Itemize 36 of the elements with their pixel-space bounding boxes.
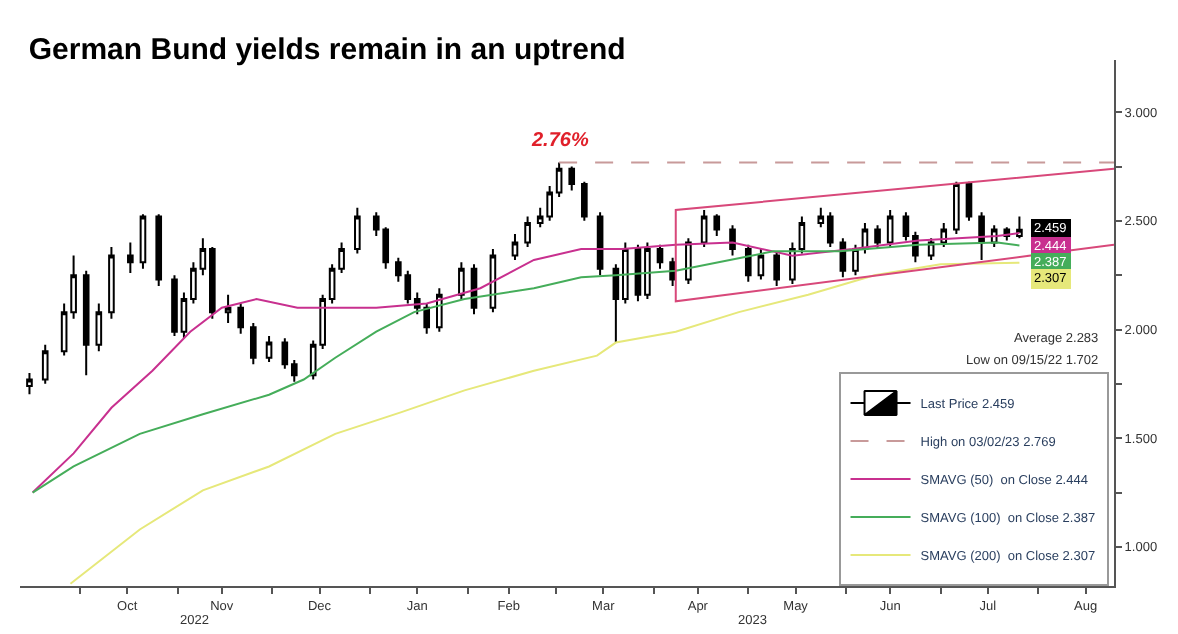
candlestick (511, 232, 519, 261)
candlestick (568, 165, 576, 192)
candlestick (874, 224, 881, 251)
candlestick (713, 213, 721, 238)
candlestick (524, 215, 531, 248)
candlestick (757, 248, 765, 281)
candlestick (237, 302, 244, 335)
candlestick (265, 335, 273, 364)
line-series (674, 167, 1114, 303)
candlestick (729, 224, 736, 257)
candlestick (108, 245, 115, 320)
candlestick (458, 261, 465, 301)
candlestick (354, 206, 361, 255)
candlestick (127, 241, 134, 274)
candlestick (95, 302, 103, 353)
chart-title: German Bund yields remain in an uptrend (28, 33, 626, 68)
candlestick (744, 243, 752, 283)
candlestick (224, 293, 232, 324)
candlestick (26, 372, 33, 396)
candlestick (685, 237, 692, 285)
candlestick (155, 213, 163, 288)
candlestick (700, 208, 708, 248)
candlestick (978, 211, 985, 261)
candlestick (773, 250, 780, 288)
candlestick (82, 269, 90, 377)
candlestick (953, 182, 960, 235)
annotation: 2.76% (530, 130, 589, 152)
candlestick (852, 243, 859, 277)
candlestick (965, 180, 973, 222)
candlestick (1016, 215, 1023, 240)
candlestick (249, 322, 257, 366)
candlestick (656, 243, 664, 270)
candlestick (940, 222, 948, 248)
candlestick (581, 180, 588, 222)
candlestick (139, 213, 147, 270)
candlestick (41, 343, 49, 385)
